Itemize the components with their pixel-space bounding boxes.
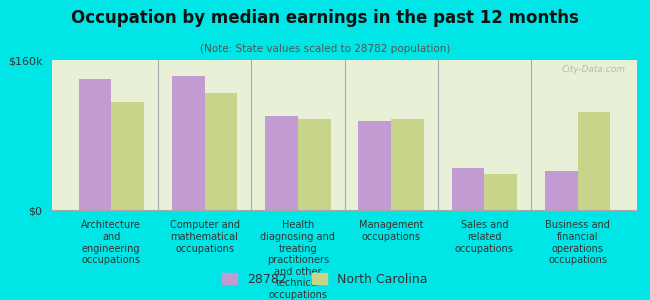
Text: (Note: State values scaled to 28782 population): (Note: State values scaled to 28782 popu…	[200, 44, 450, 53]
Text: City-Data.com: City-Data.com	[562, 64, 625, 74]
Bar	[298, 119, 330, 210]
Legend: 28782, North Carolina: 28782, North Carolina	[217, 268, 433, 291]
Bar	[391, 119, 424, 210]
Bar	[452, 168, 484, 210]
Bar	[172, 76, 205, 210]
Bar	[359, 121, 391, 210]
Bar	[205, 93, 237, 210]
Bar	[79, 79, 111, 210]
Bar	[111, 102, 144, 210]
Bar	[265, 116, 298, 210]
Bar	[578, 112, 610, 210]
Bar	[484, 174, 517, 210]
Bar	[545, 171, 578, 210]
Text: Occupation by median earnings in the past 12 months: Occupation by median earnings in the pas…	[71, 9, 579, 27]
